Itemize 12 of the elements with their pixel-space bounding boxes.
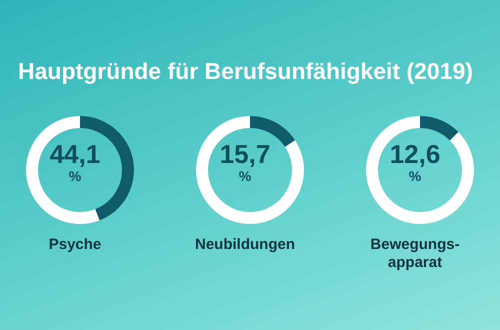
text: Neubildungen [194,236,296,254]
text: 15,7 % [220,139,270,184]
text: Bewegungs-apparat [369,236,461,272]
text: Psyche [48,236,102,254]
text: 44,1 % [50,139,100,184]
donut-slice [196,116,304,224]
donut-slice [366,116,474,224]
text: Hauptgründe für Berufsunfähigkeit (2019) [18,58,473,85]
donut-slice [420,116,458,140]
text: 12,6 % [390,139,440,184]
donut-slice [250,116,296,147]
donut-slice [26,116,100,224]
